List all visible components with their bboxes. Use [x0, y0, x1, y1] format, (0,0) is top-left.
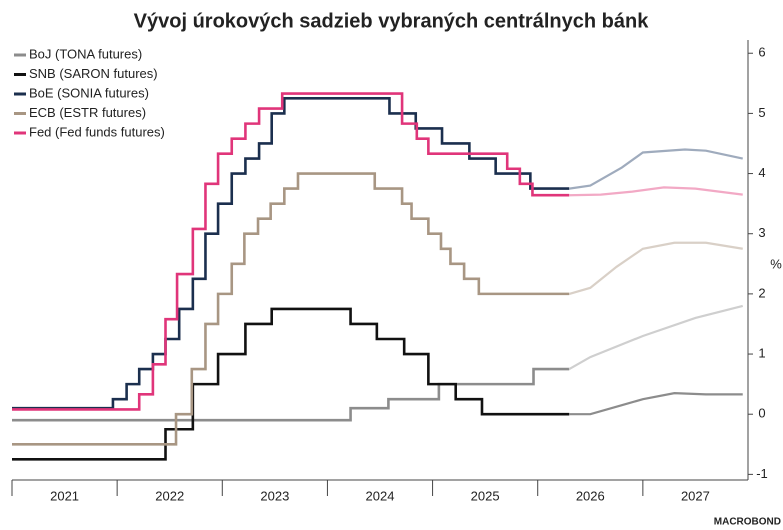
series-line: [12, 92, 570, 411]
x-tick-label: 2025: [471, 488, 500, 503]
y-tick-label: 6: [758, 45, 765, 60]
source-logo: MACROBOND: [714, 517, 781, 528]
forecast-line: [569, 392, 743, 416]
forecast-line: [569, 148, 743, 190]
legend-label: BoJ (TONA futures): [29, 46, 142, 61]
x-tick-label: 2024: [366, 488, 395, 503]
series-line: [12, 97, 570, 410]
series-line: [12, 172, 570, 446]
legend-swatch: [14, 131, 26, 135]
y-tick-label: 3: [758, 225, 765, 240]
legend-label: BoE (SONIA futures): [29, 85, 149, 100]
x-tick-label: 2026: [576, 488, 605, 503]
forecast-line: [568, 304, 744, 371]
legend-label: SNB (SARON futures): [29, 66, 158, 81]
forecast-line: [569, 186, 743, 197]
y-tick-label: 5: [758, 105, 765, 120]
legend-label: ECB (ESTR futures): [29, 105, 146, 120]
legend-swatch: [14, 53, 26, 57]
y-axis-label: %: [770, 256, 782, 271]
x-tick-label: 2027: [681, 488, 710, 503]
legend-swatch: [14, 112, 26, 115]
legend-label: Fed (Fed funds futures): [29, 124, 165, 139]
chart-title: Vývoj úrokových sadzieb vybraných centrá…: [134, 10, 650, 32]
series-line: [12, 367, 570, 422]
legend-swatch: [14, 92, 26, 96]
legend-swatch: [14, 73, 26, 76]
y-tick-label: 4: [758, 165, 765, 180]
x-tick-label: 2023: [260, 488, 289, 503]
y-tick-label: 1: [758, 345, 765, 360]
y-tick-label: -1: [756, 466, 768, 481]
y-tick-label: 0: [758, 406, 765, 421]
x-tick-label: 2022: [155, 488, 184, 503]
x-tick-label: 2021: [50, 488, 79, 503]
forecast-line: [568, 241, 743, 295]
y-tick-label: 2: [758, 285, 765, 300]
